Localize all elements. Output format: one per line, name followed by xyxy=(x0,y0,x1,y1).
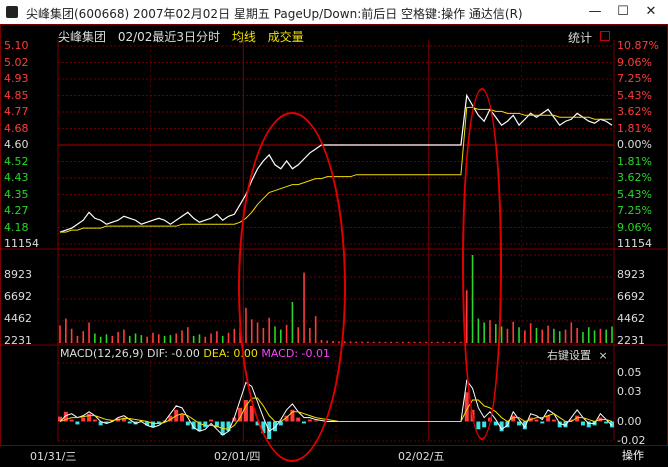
axis-tick-label: 10.87% xyxy=(617,39,659,52)
axis-tick-label: 1.81% xyxy=(617,121,652,135)
axis-tick-label: 5.02 xyxy=(4,55,29,69)
axis-tick-label: 0.05 xyxy=(617,365,642,379)
axis-tick-label: 1.81% xyxy=(617,154,652,168)
window-title: 尖峰集团(600668) 2007年02月02日 星期五 PageUp/Down… xyxy=(26,7,523,21)
price-line xyxy=(59,93,613,233)
axis-tick-label: 4.85 xyxy=(4,88,29,102)
stock-name: 尖峰集团 xyxy=(58,30,107,44)
date-label-day1: 01/31/三 xyxy=(30,450,77,463)
axis-tick-label: 3.62% xyxy=(617,171,652,184)
axis-tick-label: 7.25% xyxy=(617,72,652,85)
axis-tick-label: 0.00% xyxy=(617,138,652,151)
axis-tick-label: 4462 xyxy=(4,312,32,325)
axis-tick-label: 2231 xyxy=(617,334,645,347)
period-label: 02/02最近3日分时 xyxy=(117,30,221,44)
operate-button[interactable]: 操作 xyxy=(622,449,644,462)
axis-tick-label: 11154 xyxy=(4,237,39,250)
avg-line-legend: 均线 xyxy=(231,30,256,44)
expand-icon[interactable] xyxy=(600,31,610,41)
macd-dif: DIF: -0.00 xyxy=(147,347,200,360)
axis-tick-label: 8923 xyxy=(4,268,32,281)
chart-header: 尖峰集团 02/02最近3日分时 均线 成交量 xyxy=(58,28,312,45)
minimize-button[interactable]: — xyxy=(588,4,602,19)
bottom-bar xyxy=(0,445,668,467)
axis-tick-label: 4.60 xyxy=(4,138,29,151)
axis-tick-label: 9.06% xyxy=(617,220,652,234)
stats-button[interactable]: 统计 xyxy=(568,31,593,45)
axis-tick-label: 4.18 xyxy=(4,220,29,234)
axis-tick-label: 4.43 xyxy=(4,171,29,184)
axis-tick-label: 4.93 xyxy=(4,72,29,85)
annotation-ellipse-2 xyxy=(462,88,502,440)
axis-tick-label: 0.03 xyxy=(617,385,642,399)
date-label-day3: 02/02/五 xyxy=(398,450,445,463)
axis-tick-label: 11154 xyxy=(617,237,652,250)
title-bar: 尖峰集团(600668) 2007年02月02日 星期五 PageUp/Down… xyxy=(0,0,668,24)
axis-tick-label: -0.02 xyxy=(617,434,646,447)
close-button[interactable]: ✕ xyxy=(645,4,657,19)
axis-tick-label: 4.52 xyxy=(4,154,29,168)
axis-tick-label: 4462 xyxy=(617,312,645,325)
axis-tick-label: 7.25% xyxy=(617,204,652,217)
axis-tick-label: 4.27 xyxy=(4,204,29,217)
annotation-ellipse-1 xyxy=(238,112,346,462)
axis-tick-label: 8923 xyxy=(617,268,645,281)
macd-dea-line xyxy=(59,397,613,430)
right-settings-label[interactable]: 右键设置 xyxy=(547,349,591,362)
macd-close-icon[interactable]: × xyxy=(598,349,608,362)
axis-tick-label: 3.62% xyxy=(617,105,652,118)
right-click-settings[interactable]: 右键设置 × xyxy=(547,347,608,363)
average-line xyxy=(60,106,612,233)
axis-tick-label: 4.35 xyxy=(4,187,29,201)
axis-tick-label: 5.10 xyxy=(4,39,29,52)
axis-tick-label: 9.06% xyxy=(617,55,652,69)
axis-tick-label: 0.00 xyxy=(617,414,642,428)
volume-legend: 成交量 xyxy=(267,30,304,44)
macd-name: MACD(12,26,9) xyxy=(60,347,144,360)
axis-tick-label: 2231 xyxy=(4,334,32,347)
axis-tick-label: 5.43% xyxy=(617,88,652,102)
axis-tick-label: 4.68 xyxy=(4,121,29,135)
axis-tick-label: 6692 xyxy=(617,290,645,303)
axis-tick-label: 6692 xyxy=(4,290,32,303)
axis-tick-label: 5.43% xyxy=(617,187,652,201)
axis-tick-label: 4.77 xyxy=(4,105,29,118)
maximize-button[interactable]: ☐ xyxy=(617,4,629,19)
app-logo-icon xyxy=(6,6,18,18)
date-label-day2: 02/01/四 xyxy=(214,450,261,463)
